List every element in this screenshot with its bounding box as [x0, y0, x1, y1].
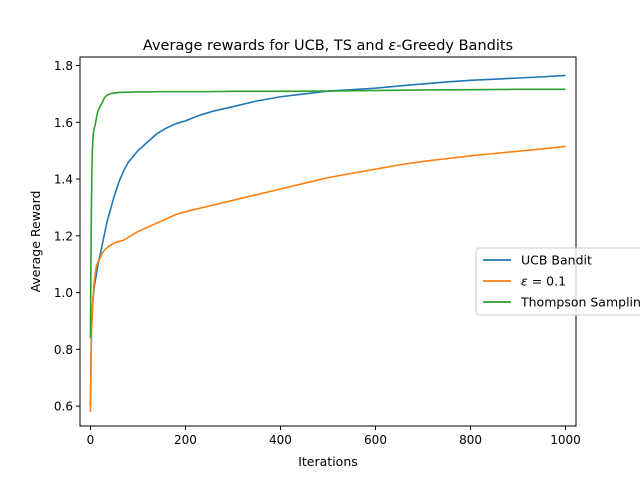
x-tick-label: 400 — [269, 433, 292, 447]
x-axis-label: Iterations — [298, 454, 358, 469]
y-tick-label: 1.2 — [54, 229, 73, 243]
series-line-epsilon — [89, 145, 566, 412]
y-tick-label: 0.6 — [54, 400, 73, 414]
series-line-ucb — [89, 74, 566, 407]
x-tick-label: 800 — [459, 433, 482, 447]
y-tick-label: 1.6 — [54, 116, 73, 130]
chart-title: Average rewards for UCB, TS and ε-Greedy… — [143, 38, 513, 54]
y-tick-label: 1.8 — [54, 59, 73, 73]
plot-area — [89, 74, 566, 412]
legend-label-epsilon: ε = 0.1 — [521, 274, 566, 289]
x-tick-label: 0 — [87, 433, 95, 447]
y-tick-label: 0.8 — [54, 343, 73, 357]
legend: UCB Bandit ε = 0.1 Thompson Sampling — [475, 247, 640, 316]
series-line-thompson — [89, 88, 566, 339]
y-tick-label: 1.4 — [54, 173, 73, 187]
axes-frame — [79, 56, 577, 427]
legend-label-thompson: Thompson Sampling — [520, 295, 640, 310]
legend-label-ucb: UCB Bandit — [521, 253, 592, 268]
y-axis-label: Average Reward — [28, 191, 43, 293]
x-tick-label: 600 — [364, 433, 387, 447]
y-tick-label: 1.0 — [54, 286, 73, 300]
legend-box — [475, 247, 640, 316]
x-tick-label: 200 — [174, 433, 197, 447]
x-tick-label: 1000 — [550, 433, 581, 447]
